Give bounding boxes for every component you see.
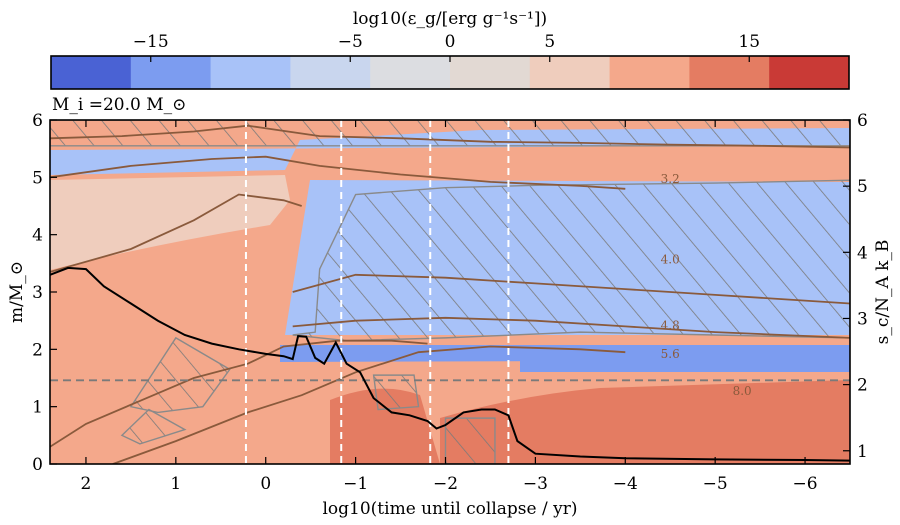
bg-layer-shell-band [520, 358, 850, 372]
colorbar: log10(ε_g/[erg g⁻¹s⁻¹]) −15 −5 0 5 15 [50, 9, 850, 90]
colorbar-bin [529, 56, 611, 89]
x-tick-label: −1 [343, 474, 368, 494]
plot-area: 3.2 4.0 4.8 5.6 8.0 [50, 120, 850, 464]
y-right-tick-label: 6 [857, 111, 868, 131]
hatched-region [120, 408, 187, 445]
initial-mass-annotation: M_i =20.0 M_⊙ [52, 95, 186, 115]
entropy-contour-label: 8.0 [733, 384, 752, 398]
x-tick-label: 0 [260, 474, 271, 494]
x-tick-label: 1 [170, 474, 181, 494]
colorbar-bin [51, 56, 132, 89]
mass-contour-line [292, 273, 850, 305]
hatched-region [292, 179, 850, 342]
colorbar-bin [210, 56, 291, 89]
bg-layer-core-red [440, 380, 850, 464]
y-left-tick-label: 2 [32, 340, 43, 360]
y-left-tick-label: 1 [32, 398, 43, 418]
colorbar-bin [290, 56, 371, 89]
x-tick-label: −5 [703, 474, 728, 494]
entropy-contour-label: 4.8 [661, 318, 680, 332]
colorbar-bin [689, 56, 770, 89]
mass-contour-line [112, 345, 626, 464]
colorbar-bin [130, 56, 212, 89]
y-right-tick-label: 4 [857, 243, 868, 263]
mass-contour-line [50, 339, 428, 448]
x-tick-label: 2 [81, 474, 92, 494]
y-left-tick-label: 4 [32, 226, 43, 246]
central-entropy-curve [50, 266, 850, 462]
entropy-contour-label: 3.2 [661, 172, 680, 186]
mass-contour-line [50, 155, 626, 190]
colorbar-tick-label: 5 [544, 32, 555, 52]
bg-layer-shell-core [280, 345, 850, 362]
colorbar-tick-label: −15 [133, 32, 169, 52]
entropy-contour-labels: 3.2 4.0 4.8 5.6 8.0 [661, 172, 752, 398]
x-tick-label: −3 [523, 474, 548, 494]
colorbar-ticks: −15 −5 0 5 15 [133, 32, 760, 62]
entropy-contour-label: 4.0 [661, 252, 680, 266]
entropy-contour-label: 5.6 [661, 347, 680, 361]
colorbar-tick-label: 15 [738, 32, 760, 52]
y-right-tick-label: 2 [857, 376, 868, 396]
colorbar-tick-label: −5 [338, 32, 363, 52]
y-left-tick-label: 5 [32, 168, 43, 188]
y-axis-right-ticks: 1 2 3 4 5 6 [843, 111, 868, 462]
y-left-tick-label: 3 [32, 283, 43, 303]
x-tick-label: −6 [793, 474, 818, 494]
colorbar-bin [609, 56, 690, 89]
colorbar-bins [51, 56, 850, 89]
colorbar-tick-label: 0 [445, 32, 456, 52]
colorbar-label: log10(ε_g/[erg g⁻¹s⁻¹]) [353, 9, 547, 29]
y-axis-right-label: s_c/N_A k_B [873, 240, 893, 345]
colorbar-bin [769, 56, 850, 89]
mass-contours [50, 124, 850, 464]
colorbar-bin [370, 56, 451, 89]
vertical-dashed-lines [244, 120, 510, 464]
y-right-tick-label: 1 [857, 442, 868, 462]
mass-contour-line [292, 316, 850, 339]
y-axis-left-label: m/M_⊙ [7, 261, 27, 323]
x-axis-ticks: 2 1 0 −1 −2 −3 −4 −5 −6 [81, 120, 818, 494]
x-tick-label: −2 [433, 474, 458, 494]
y-right-tick-label: 3 [857, 309, 868, 329]
mass-contour-line [50, 193, 302, 273]
y-left-tick-label: 0 [32, 455, 43, 475]
mass-contour-line [50, 124, 850, 149]
y-axis-left-ticks: 0 1 2 3 4 5 6 [32, 111, 57, 475]
x-axis-label: log10(time until collapse / yr) [322, 499, 577, 519]
y-left-tick-label: 6 [32, 111, 43, 131]
y-right-tick-label: 5 [857, 177, 868, 197]
x-tick-label: −4 [613, 474, 638, 494]
hatched-region [372, 374, 420, 411]
colorbar-bin [450, 56, 531, 89]
hatched-region [444, 417, 496, 464]
